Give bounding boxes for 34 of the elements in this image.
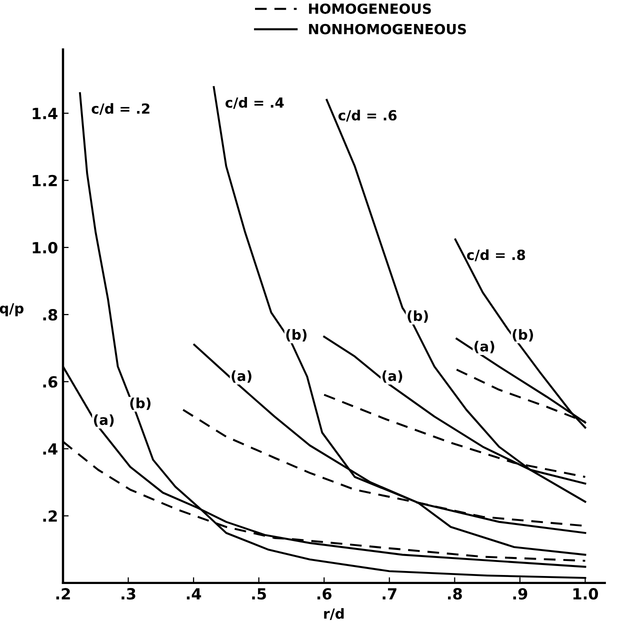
y-tick-label: 1.2	[32, 174, 57, 186]
x-tick-label: 1.0	[573, 588, 598, 600]
y-tick-label: .2	[43, 510, 57, 522]
x-tick-label: .8	[448, 588, 462, 600]
legend-label: NONHOMOGENEOUS	[309, 24, 466, 34]
line-series	[326, 98, 586, 503]
x-tick-label: .6	[317, 588, 332, 600]
x-tick-label: .3	[122, 588, 136, 600]
x-tick-label: .9	[513, 588, 528, 600]
annotation: c/d = .6	[338, 110, 397, 122]
x-tick-label: .4	[186, 588, 202, 600]
annotation: (a)	[232, 370, 252, 383]
line-series	[454, 238, 586, 429]
annotation: (b)	[286, 329, 306, 342]
annotation: (a)	[94, 414, 114, 427]
annotation: (b)	[512, 329, 534, 342]
annotation: c/d = .8	[467, 249, 526, 262]
annotation: (a)	[382, 370, 402, 383]
annotation: c/d = .2	[92, 103, 150, 115]
x-axis-title: r/d	[324, 608, 344, 620]
annotation: (b)	[130, 398, 150, 410]
y-axis-title: q/p	[0, 303, 24, 316]
annotation: (b)	[408, 310, 428, 323]
x-tick-label: .5	[252, 588, 266, 600]
y-tick-label: 1.0	[32, 242, 58, 254]
y-tick-label: .4	[43, 443, 58, 455]
y-tick-label: 1.4	[32, 108, 58, 120]
annotation: c/d = .4	[226, 97, 284, 109]
legend-label: HOMOGENEOUS	[309, 3, 431, 14]
y-tick-label: .6	[43, 376, 58, 388]
y-tick-label: .8	[43, 309, 58, 321]
x-tick-label: .7	[382, 588, 396, 600]
x-tick-label: .2	[56, 588, 70, 600]
annotation: (a)	[474, 340, 494, 354]
